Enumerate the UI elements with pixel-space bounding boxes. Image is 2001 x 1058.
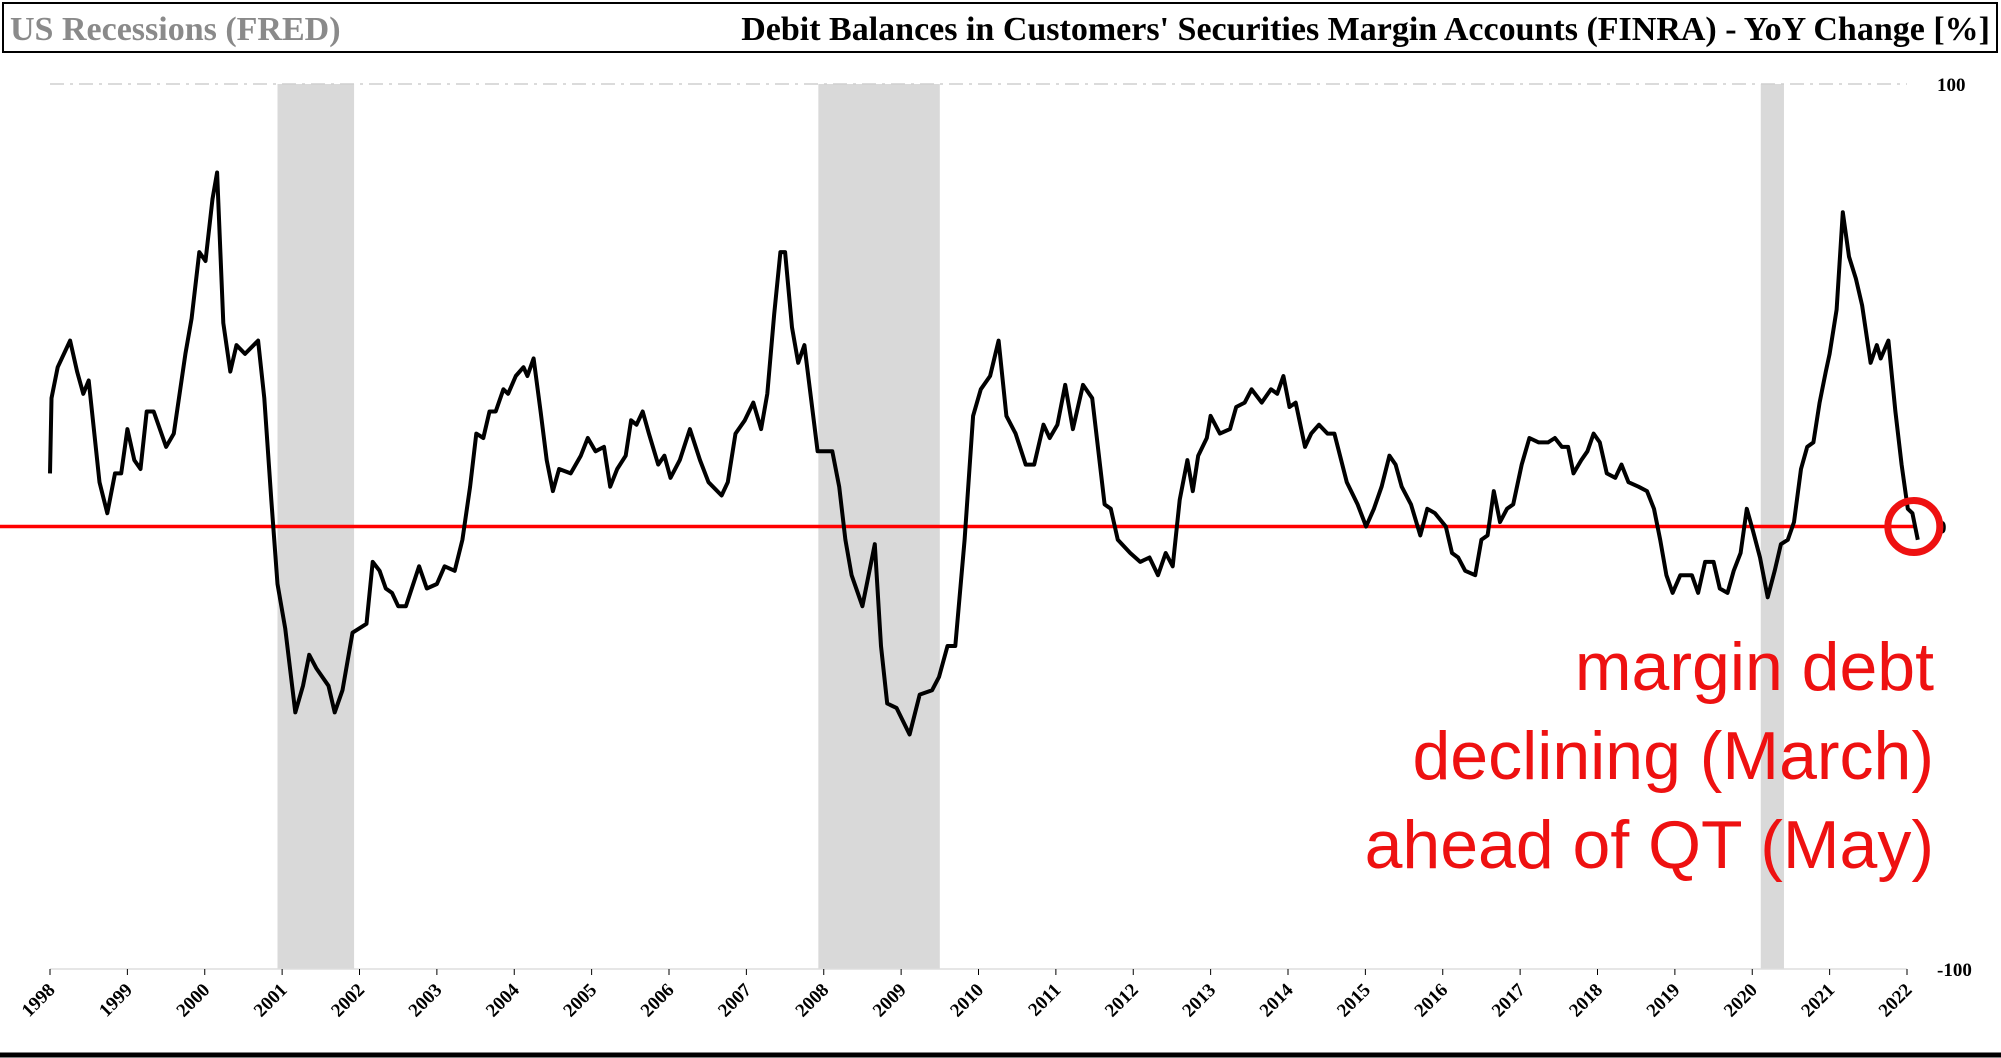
annotation: ahead of QT (May) <box>1365 807 1934 883</box>
highlight-circle <box>1884 497 1944 556</box>
y-tick-label: -100 <box>1937 960 1972 981</box>
y-tick-label: 100 <box>1937 75 1966 96</box>
legend-recessions: US Recessions (FRED) <box>10 11 341 48</box>
header-box <box>2 2 1998 53</box>
chart-title: Debit Balances in Customers' Securities … <box>741 11 1990 48</box>
annotation: declining (March) <box>1412 718 1934 794</box>
data-line <box>48 170 1920 737</box>
annotation: margin debt <box>1575 629 1934 705</box>
